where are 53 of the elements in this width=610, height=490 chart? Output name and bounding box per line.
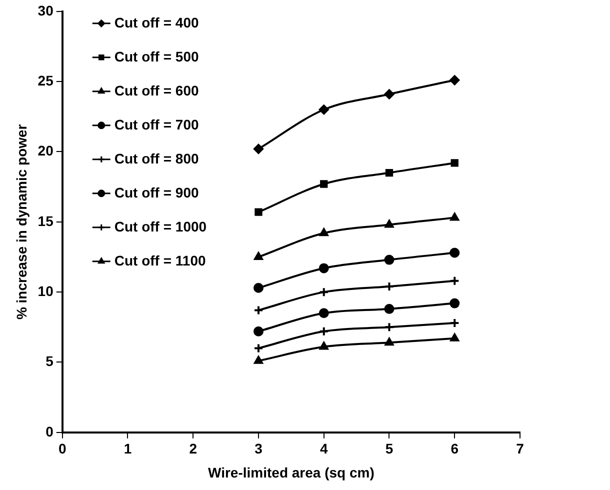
point <box>384 254 394 265</box>
point <box>450 159 458 167</box>
point <box>320 180 328 188</box>
point <box>254 326 264 336</box>
point <box>384 338 394 346</box>
point <box>318 308 329 318</box>
y-tick-label: 5 <box>46 353 54 370</box>
point <box>319 228 328 236</box>
point <box>384 281 394 292</box>
point <box>384 220 394 228</box>
point <box>450 298 460 308</box>
point <box>318 104 329 115</box>
legend-label: Cut off = 1000 <box>114 218 207 234</box>
x-tick-label: 1 <box>124 440 132 457</box>
legend-label: Cut off = 400 <box>114 14 199 30</box>
point <box>318 263 329 274</box>
y-tick-label: 20 <box>38 142 54 159</box>
x-tick-label: 3 <box>254 440 263 457</box>
x-tick-label: 6 <box>450 440 459 457</box>
legend-label: Cut off = 600 <box>114 82 199 98</box>
x-tick-label: 5 <box>385 440 394 457</box>
legend-label: Cut off = 500 <box>114 48 199 64</box>
point <box>254 356 263 364</box>
point <box>384 89 394 100</box>
point <box>450 75 460 86</box>
point <box>450 333 460 342</box>
legend-label: Cut off = 900 <box>114 184 199 200</box>
y-axis-title: % increase in dynamic power <box>13 124 30 320</box>
point <box>318 326 329 336</box>
x-axis-title: Wire-limited area (sq cm) <box>208 464 374 480</box>
x-tick-label: 7 <box>516 440 524 457</box>
y-tick-label: 10 <box>38 282 54 299</box>
y-tick-label: 30 <box>38 2 54 18</box>
point <box>254 282 264 293</box>
legend-label: Cut off = 700 <box>114 116 199 132</box>
x-tick-label: 2 <box>189 440 198 457</box>
point <box>384 322 394 332</box>
y-tick-label: 15 <box>38 212 54 229</box>
point <box>450 212 460 221</box>
point <box>385 168 394 177</box>
point <box>318 287 329 298</box>
point <box>254 252 263 260</box>
x-tick-label: 4 <box>320 440 328 457</box>
point <box>384 304 394 314</box>
legend-label: Cut off = 1100 <box>114 252 206 268</box>
point <box>319 342 328 350</box>
y-tick-label: 0 <box>46 423 54 440</box>
point <box>450 248 460 258</box>
legend-label: Cut off = 800 <box>114 150 199 166</box>
x-tick-label: 0 <box>58 440 66 457</box>
y-tick-label: 25 <box>38 72 54 88</box>
point <box>254 208 262 216</box>
point <box>254 144 264 154</box>
